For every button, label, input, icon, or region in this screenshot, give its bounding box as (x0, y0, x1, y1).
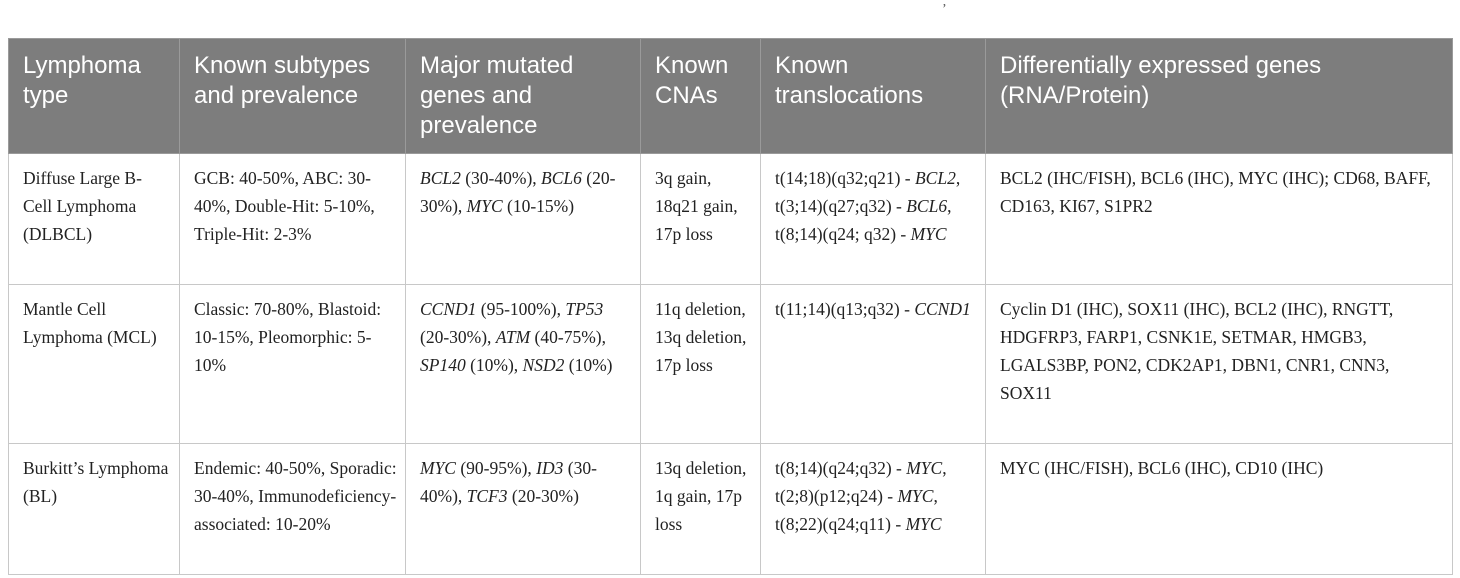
cell-type: Diffuse Large B-Cell Lymphoma (DLBCL) (8, 153, 180, 285)
gene-name: TP53 (565, 299, 604, 319)
cell-expressed: Cyclin D1 (IHC), SOX11 (IHC), BCL2 (IHC)… (985, 284, 1453, 444)
cell-expressed: MYC (IHC/FISH), BCL6 (IHC), CD10 (IHC) (985, 443, 1453, 575)
cell-type: Mantle Cell Lymphoma (MCL) (8, 284, 180, 444)
translocation: t(3;14)(q27;q32) - (775, 196, 907, 216)
gene-name: TCF3 (466, 486, 508, 506)
gene-prevalence: (95-100%), (476, 299, 566, 319)
separator: , (955, 168, 961, 188)
cell-subtypes: Endemic: 40-50%, Sporadic: 30-40%, Immun… (179, 443, 406, 575)
gene-name: BCL2 (420, 168, 461, 188)
translocation: t(14;18)(q32;q21) - (775, 168, 915, 188)
table-row: Mantle Cell Lymphoma (MCL) Classic: 70-8… (8, 284, 1453, 444)
gene-prevalence: (20-30%), (420, 168, 616, 216)
gene-prevalence: (40-75%), (530, 327, 606, 347)
header-translocations: Known translocations (760, 38, 986, 154)
separator: , (947, 196, 952, 216)
cell-subtypes: GCB: 40-50%, ABC: 30-40%, Double-Hit: 5-… (179, 153, 406, 285)
gene-name: MYC (906, 458, 943, 478)
cell-subtypes: Classic: 70-80%, Blastoid: 10-15%, Pleom… (179, 284, 406, 444)
gene-prevalence: (30-40%), (420, 458, 597, 506)
header-row: Lymphoma type Known subtypes and prevale… (8, 38, 1453, 154)
header-mutated-genes: Major mutated genes and prevalence (405, 38, 641, 154)
cell-mutated: CCND1 (95-100%), TP53 (20-30%), ATM (40-… (405, 284, 641, 444)
header-cnas: Known CNAs (640, 38, 761, 154)
header-expressed-genes: Differentially expressed genes (RNA/Prot… (985, 38, 1453, 154)
gene-name: NSD2 (522, 355, 565, 375)
gene-name: CCND1 (420, 299, 477, 319)
cell-mutated: MYC (90-95%), ID3 (30-40%), TCF3 (20-30%… (405, 443, 641, 575)
cell-type: Burkitt’s Lymphoma (BL) (8, 443, 180, 575)
header-subtypes: Known subtypes and prevalence (179, 38, 406, 154)
gene-prevalence: (10-15%) (502, 196, 575, 216)
gene-prevalence: (30-40%), (460, 168, 542, 188)
cell-cnas: 13q deletion, 1q gain, 17p loss (640, 443, 761, 575)
gene-prevalence: (20-30%), (420, 327, 496, 347)
gene-name: MYC (910, 224, 947, 244)
separator: , (942, 458, 947, 478)
gene-name: CCND1 (914, 299, 971, 319)
gene-name: MYC (897, 486, 934, 506)
gene-name: BCL6 (906, 196, 948, 216)
cell-mutated: BCL2 (30-40%), BCL6 (20-30%), MYC (10-15… (405, 153, 641, 285)
gene-name: ATM (495, 327, 531, 347)
translocation: t(2;8)(p12;q24) - (775, 486, 898, 506)
translocation: t(8;22)(q24;q11) - (775, 514, 906, 534)
table-row: Diffuse Large B-Cell Lymphoma (DLBCL) GC… (8, 153, 1453, 285)
gene-name: BCL2 (914, 168, 956, 188)
table-row: Burkitt’s Lymphoma (BL) Endemic: 40-50%,… (8, 443, 1453, 575)
stray-mark: ’ (942, 2, 947, 17)
gene-prevalence: (20-30%) (507, 486, 579, 506)
translocation: t(8;14)(q24; q32) - (775, 224, 911, 244)
gene-prevalence: (10%) (564, 355, 613, 375)
translocation: t(11;14)(q13;q32) - (775, 299, 915, 319)
cell-translocations: t(14;18)(q32;q21) - BCL2, t(3;14)(q27;q3… (760, 153, 986, 285)
separator: , (933, 486, 938, 506)
gene-prevalence: (10%), (465, 355, 523, 375)
gene-name: SP140 (420, 355, 466, 375)
translocation: t(8;14)(q24;q32) - (775, 458, 907, 478)
cell-expressed: BCL2 (IHC/FISH), BCL6 (IHC), MYC (IHC); … (985, 153, 1453, 285)
gene-name: MYC (905, 514, 942, 534)
cell-translocations: t(8;14)(q24;q32) - MYC, t(2;8)(p12;q24) … (760, 443, 986, 575)
header-lymphoma-type: Lymphoma type (8, 38, 180, 154)
gene-name: BCL6 (541, 168, 582, 188)
gene-prevalence: (90-95%), (455, 458, 537, 478)
gene-name: MYC (466, 196, 503, 216)
cell-translocations: t(11;14)(q13;q32) - CCND1 (760, 284, 986, 444)
cell-cnas: 11q deletion, 13q deletion, 17p loss (640, 284, 761, 444)
gene-name: MYC (420, 458, 456, 478)
gene-name: ID3 (536, 458, 564, 478)
cell-cnas: 3q gain, 18q21 gain, 17p loss (640, 153, 761, 285)
lymphoma-table: Lymphoma type Known subtypes and prevale… (8, 38, 1453, 575)
